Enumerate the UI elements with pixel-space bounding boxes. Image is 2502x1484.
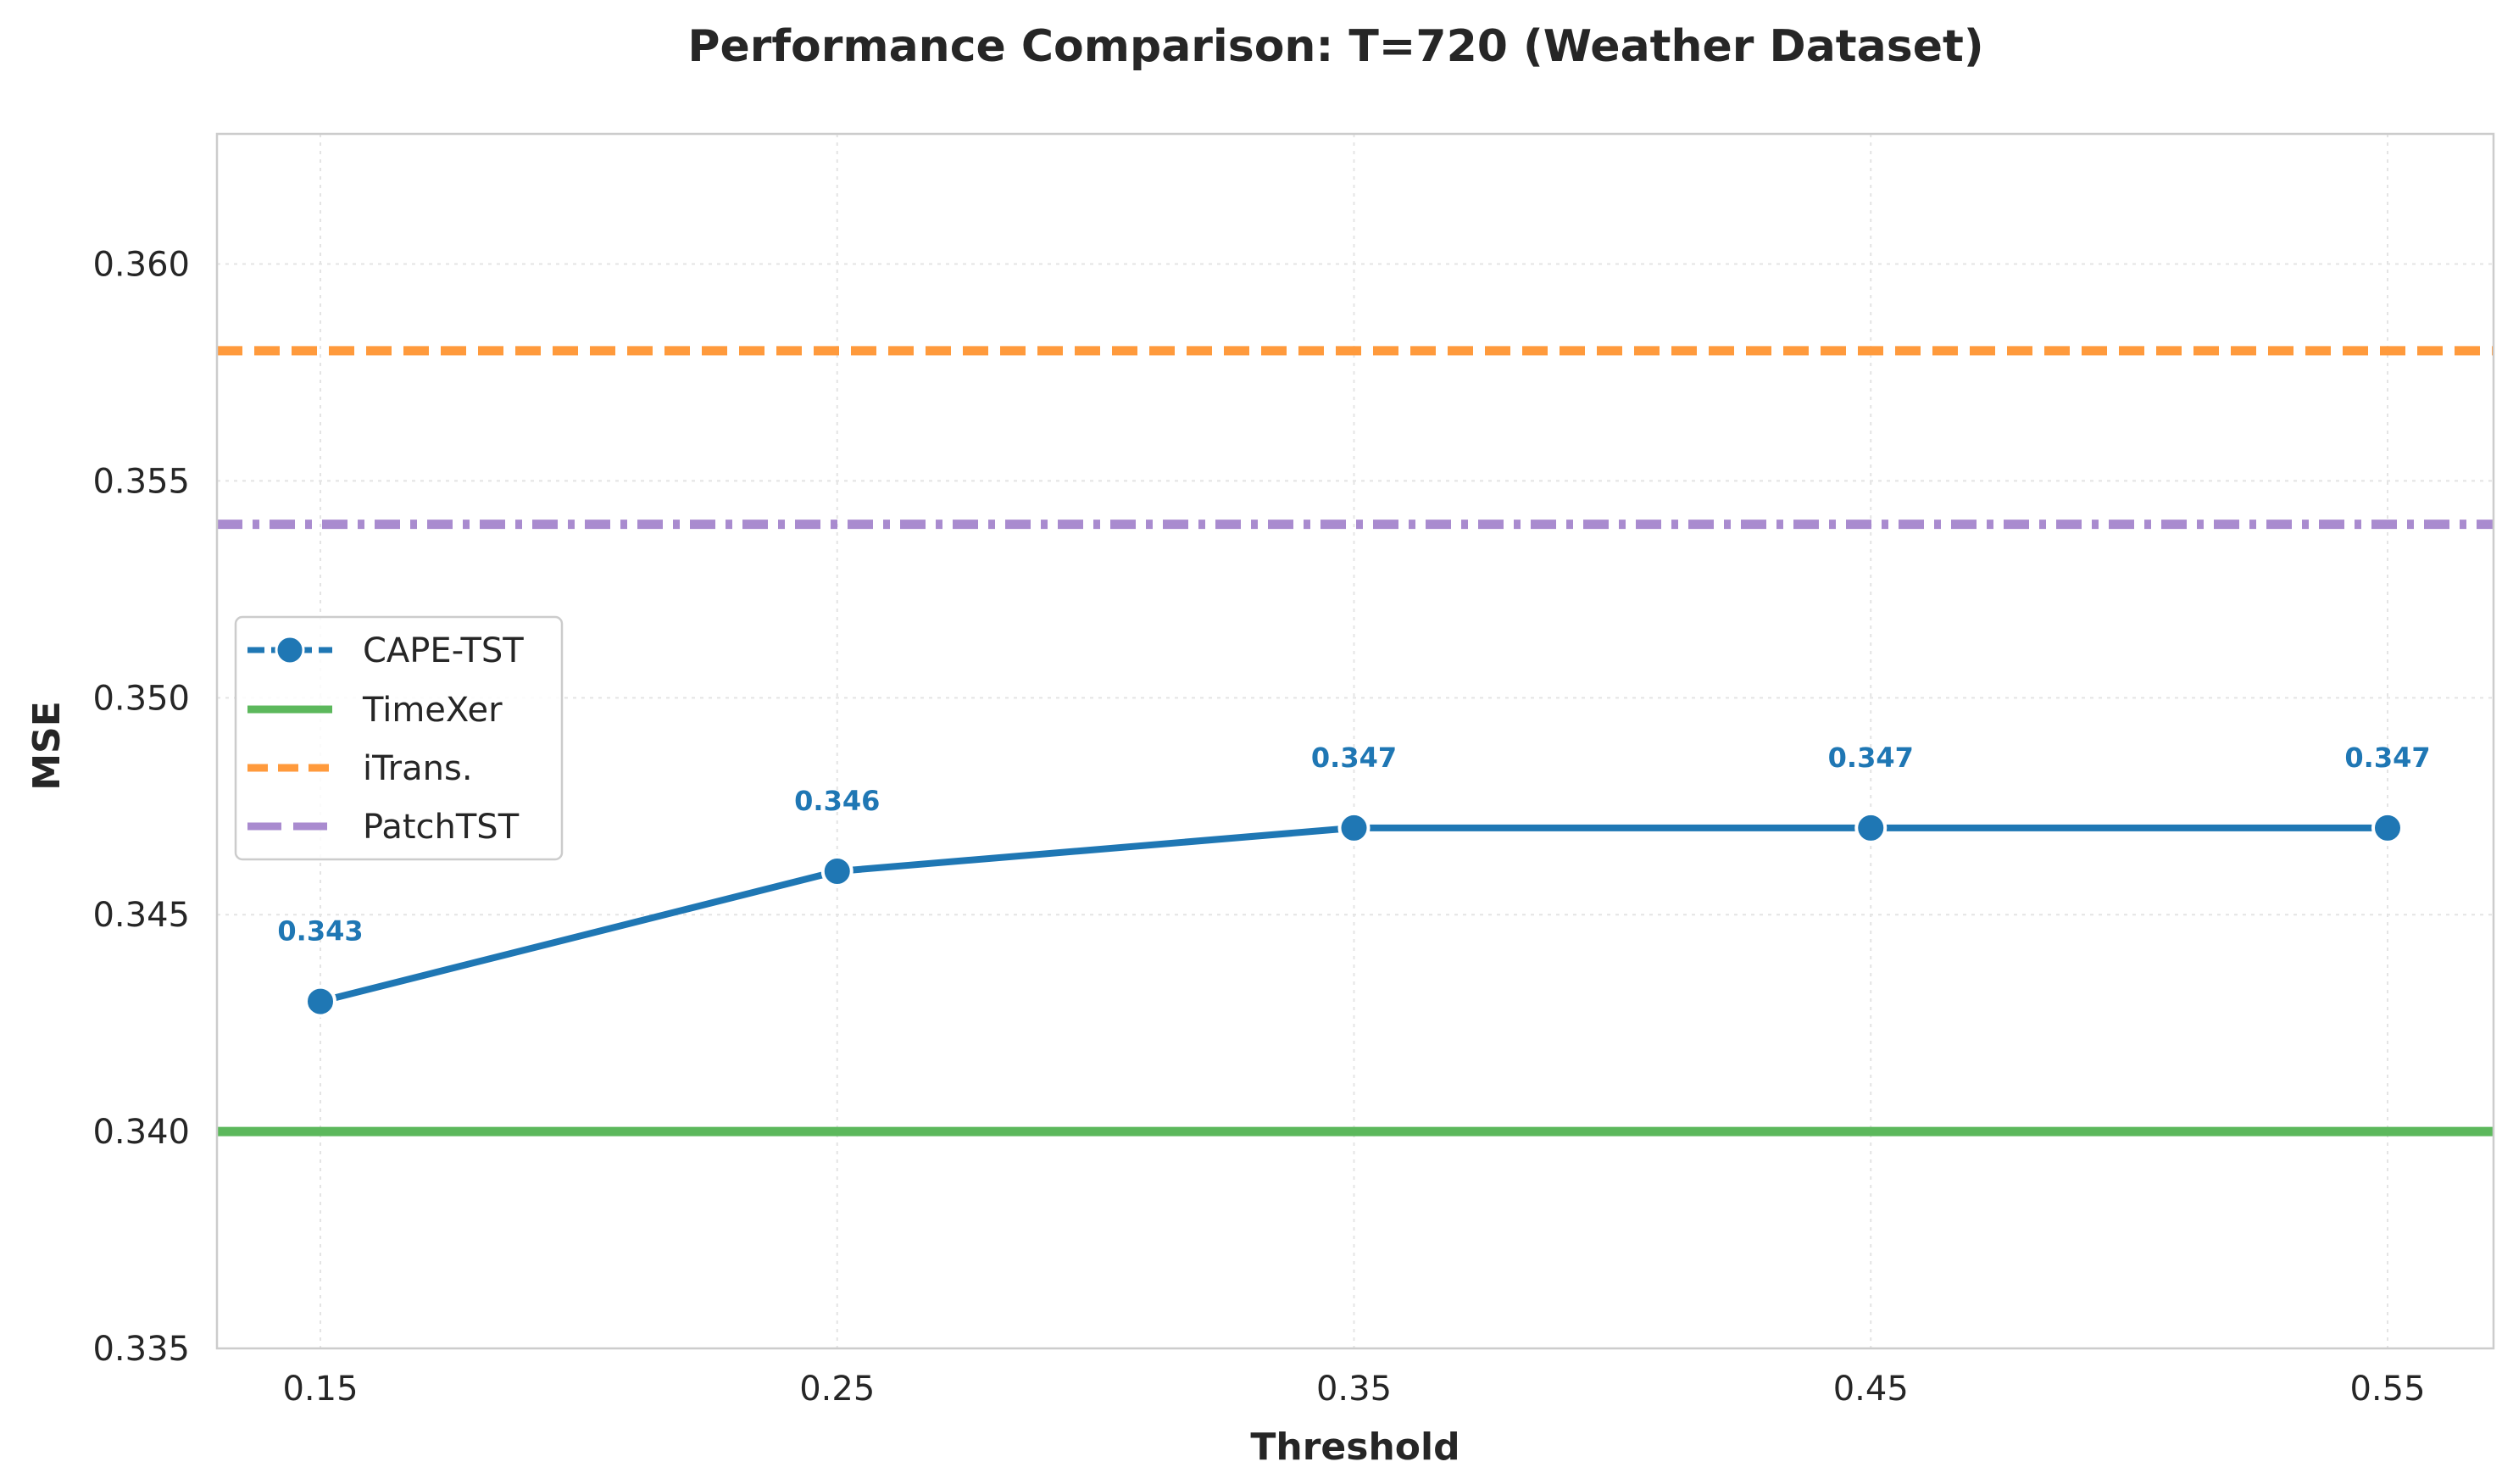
legend: CAPE-TST TimeXer iTrans. PatchTST xyxy=(234,615,564,861)
x-tick-label: 0.45 xyxy=(1833,1370,1909,1409)
reference-lines xyxy=(217,346,2494,1137)
x-tick-labels: 0.15 0.25 0.35 0.45 0.55 xyxy=(282,1370,2425,1409)
y-tick-label: 0.335 xyxy=(92,1330,190,1369)
data-label: 0.343 xyxy=(277,915,363,948)
y-tick-label: 0.340 xyxy=(92,1113,190,1152)
series-lines: 0.343 0.346 0.347 0.347 0.347 xyxy=(277,742,2431,1018)
data-point-marker xyxy=(820,855,853,888)
data-label: 0.347 xyxy=(1311,742,1397,774)
legend-item: CAPE-TST xyxy=(247,631,524,670)
x-tick-label: 0.15 xyxy=(282,1370,358,1409)
legend-item: PatchTST xyxy=(247,808,520,847)
data-point-marker xyxy=(2371,811,2404,844)
legend-item: iTrans. xyxy=(247,749,473,788)
y-tick-label: 0.350 xyxy=(92,679,190,718)
y-tick-label: 0.360 xyxy=(92,246,190,285)
data-point-marker xyxy=(304,985,336,1018)
data-label: 0.346 xyxy=(794,785,880,817)
chart-title: Performance Comparison: T=720 (Weather D… xyxy=(687,21,1983,72)
legend-item: TimeXer xyxy=(247,691,503,730)
data-point-marker xyxy=(1854,811,1888,844)
y-axis-label: MSE xyxy=(25,701,69,791)
legend-marker xyxy=(275,635,305,665)
data-label: 0.347 xyxy=(2344,742,2430,774)
x-tick-label: 0.25 xyxy=(799,1370,875,1409)
x-axis-label: Threshold xyxy=(1250,1426,1460,1469)
y-tick-labels: 0.335 0.340 0.345 0.350 0.355 0.360 xyxy=(92,246,190,1369)
x-tick-label: 0.35 xyxy=(1316,1370,1392,1409)
x-tick-label: 0.55 xyxy=(2349,1370,2425,1409)
data-point-marker xyxy=(1337,811,1371,844)
legend-label: CAPE-TST xyxy=(363,631,524,670)
y-tick-label: 0.345 xyxy=(92,896,190,935)
legend-label: PatchTST xyxy=(363,808,520,847)
data-label: 0.347 xyxy=(1828,742,1914,774)
legend-label: iTrans. xyxy=(363,749,473,788)
plot-frame xyxy=(215,132,2495,1350)
legend-label: TimeXer xyxy=(362,691,503,730)
legend-box xyxy=(234,615,564,861)
y-tick-label: 0.355 xyxy=(92,462,190,501)
